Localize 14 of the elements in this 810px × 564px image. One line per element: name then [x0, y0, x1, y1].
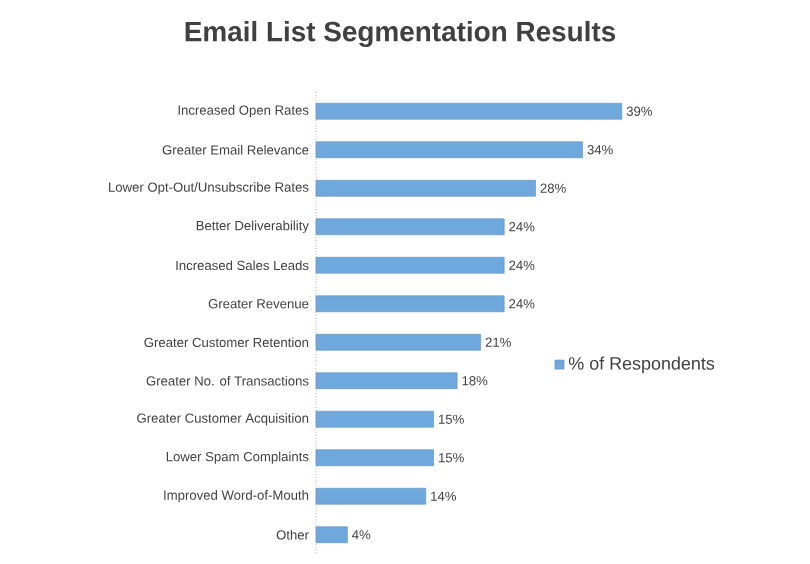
bar — [315, 487, 427, 505]
bar — [315, 333, 481, 351]
bar — [315, 449, 434, 467]
bar — [315, 526, 348, 544]
bar — [315, 256, 505, 274]
chart-title: Email List Segmentation Results — [185, 20, 616, 48]
bar — [315, 179, 536, 197]
bar — [315, 218, 505, 236]
bar — [315, 372, 458, 390]
bar — [315, 410, 434, 428]
bar — [315, 141, 583, 159]
bar — [315, 102, 623, 120]
legend-label: % of Respondents — [568, 356, 715, 374]
bar — [315, 295, 505, 313]
